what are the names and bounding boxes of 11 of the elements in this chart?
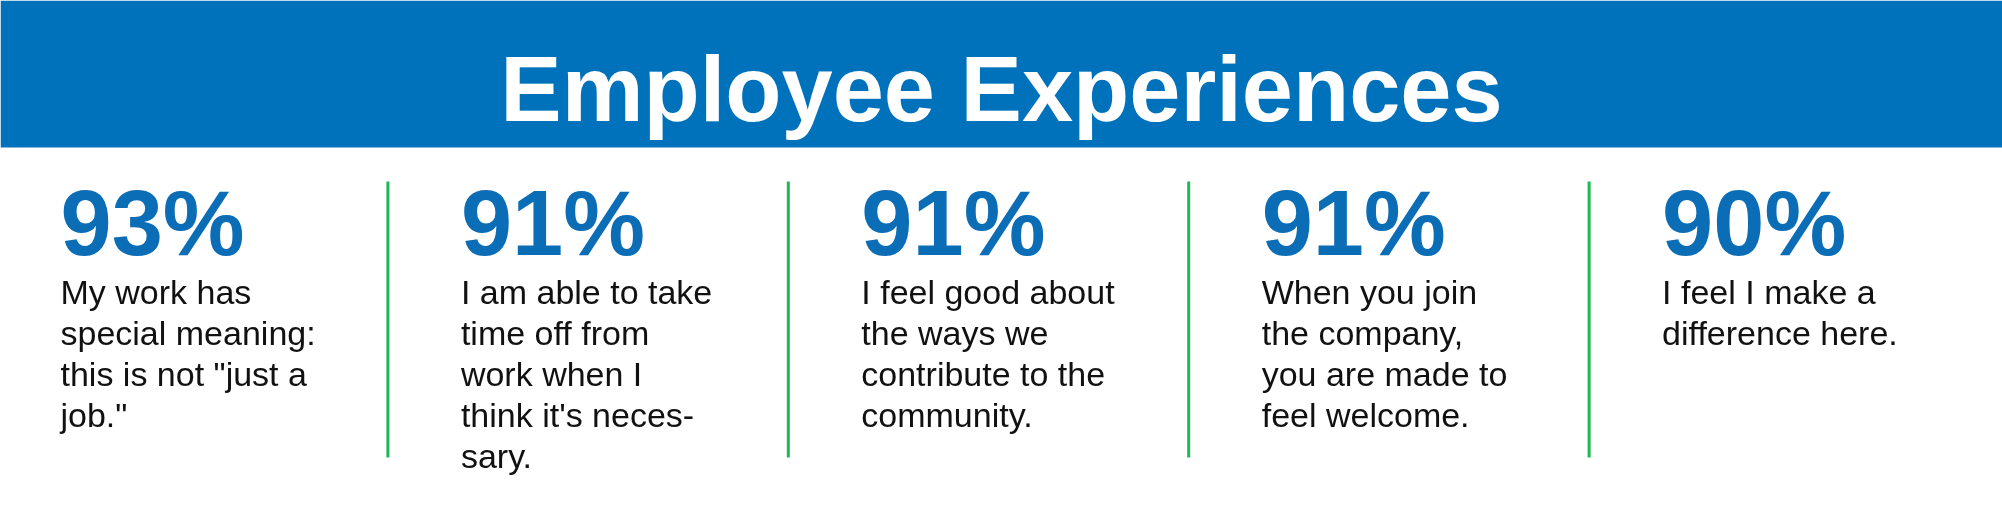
category-label: When you join the company, you are made to feel welcome. — [1261, 272, 1508, 434]
category-label: I feel I make a difference here. — [1662, 272, 1898, 352]
category-label: I feel good about the ways we contribute to the community. — [861, 272, 1116, 434]
category-label: My work has special meaning: this is not "just a job." — [59, 272, 316, 434]
category-label: I am able to take time off from work when I think it's neces- sary. — [459, 272, 713, 475]
data-label: 91% — [1261, 171, 1446, 274]
data-label: 91% — [861, 171, 1046, 274]
data-label: 93% — [60, 171, 245, 274]
data-label: 90% — [1662, 171, 1847, 274]
text: Employee Experiences — [500, 37, 1503, 140]
data-label: 91% — [460, 171, 646, 274]
